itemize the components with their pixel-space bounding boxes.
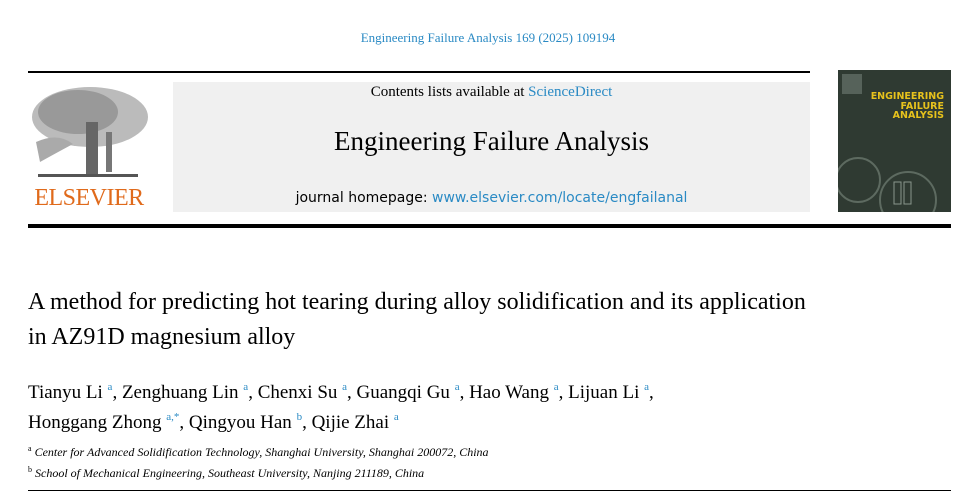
affiliation-label: a bbox=[28, 444, 32, 453]
divider bbox=[28, 224, 951, 228]
author-name: Honggang Zhong bbox=[28, 412, 162, 433]
author-name: Qingyou Han bbox=[188, 412, 292, 433]
affiliation-marker[interactable]: a bbox=[454, 381, 460, 393]
journal-name: Engineering Failure Analysis bbox=[334, 126, 649, 156]
divider bbox=[28, 71, 810, 73]
author[interactable]: Hao Wang a bbox=[469, 381, 559, 403]
article-title: A method for predicting hot tearing duri… bbox=[28, 289, 806, 350]
elsevier-mini-logo-icon bbox=[842, 74, 862, 94]
cover-title: ENGINEERING FAILURE ANALYSIS bbox=[864, 92, 944, 121]
author[interactable]: Zenghuang Lin a bbox=[121, 381, 249, 403]
author-name: Chenxi Su bbox=[257, 382, 338, 403]
machinery-illustration-icon bbox=[838, 157, 937, 212]
author[interactable]: Guangqi Gu a bbox=[356, 381, 460, 403]
cover-title-line: FAILURE bbox=[900, 100, 944, 112]
journal-citation[interactable]: Engineering Failure Analysis 169 (2025) … bbox=[360, 30, 616, 45]
affiliation-marker[interactable]: b bbox=[296, 411, 303, 423]
author-name: Qijie Zhai bbox=[311, 412, 390, 433]
contents-line: Contents lists available at ScienceDirec… bbox=[173, 84, 810, 101]
affiliation-marker[interactable]: a bbox=[393, 411, 399, 423]
affiliations: a Center for Advanced Solidification Tec… bbox=[28, 440, 828, 482]
author-name: Guangqi Gu bbox=[356, 382, 450, 403]
affiliation-marker[interactable]: a bbox=[553, 381, 559, 393]
affiliation: b School of Mechanical Engineering, Sout… bbox=[28, 461, 828, 482]
author[interactable]: Chenxi Su a bbox=[257, 381, 348, 403]
author-name: Hao Wang bbox=[469, 382, 549, 403]
author-list: Tianyu Li a, Zenghuang Lin a, Chenxi Su … bbox=[28, 381, 654, 433]
journal-cover-image[interactable]: ENGINEERING FAILURE ANALYSIS bbox=[838, 70, 951, 212]
contents-prefix: Contents lists available at bbox=[370, 84, 529, 100]
tree-icon bbox=[32, 87, 148, 177]
author[interactable]: Honggang Zhong a,* bbox=[28, 411, 180, 433]
author-name: Lijuan Li bbox=[568, 382, 640, 403]
author[interactable]: Tianyu Li a bbox=[28, 381, 113, 403]
homepage-line: journal homepage: www.elsevier.com/locat… bbox=[173, 190, 810, 206]
elsevier-logo[interactable]: ELSEVIER bbox=[28, 82, 150, 212]
author-name: Tianyu Li bbox=[28, 382, 103, 403]
author[interactable]: Qingyou Han b bbox=[188, 411, 303, 433]
affiliation-marker[interactable]: a bbox=[342, 381, 348, 393]
affiliation-marker[interactable]: a,* bbox=[166, 411, 180, 423]
homepage-prefix: journal homepage: bbox=[295, 190, 433, 206]
homepage-link[interactable]: www.elsevier.com/locate/engfailanal bbox=[432, 190, 688, 206]
affiliation-marker[interactable]: a bbox=[107, 381, 113, 393]
affiliation-text: School of Mechanical Engineering, Southe… bbox=[35, 466, 425, 480]
author[interactable]: Qijie Zhai a bbox=[311, 411, 399, 433]
author-name: Zenghuang Lin bbox=[121, 382, 239, 403]
elsevier-wordmark: ELSEVIER bbox=[34, 185, 144, 211]
author[interactable]: Lijuan Li a bbox=[568, 381, 649, 403]
cover-title-line: ANALYSIS bbox=[892, 110, 944, 121]
affiliation-label: b bbox=[28, 465, 32, 474]
affiliation-marker[interactable]: a bbox=[644, 381, 649, 393]
journal-banner: Contents lists available at ScienceDirec… bbox=[173, 82, 810, 212]
divider bbox=[28, 490, 951, 491]
affiliation: a Center for Advanced Solidification Tec… bbox=[28, 440, 828, 461]
affiliation-marker[interactable]: a bbox=[243, 381, 249, 393]
affiliation-text: Center for Advanced Solidification Techn… bbox=[34, 445, 489, 459]
cover-title-line: ENGINEERING bbox=[870, 91, 944, 102]
sciencedirect-link[interactable]: ScienceDirect bbox=[528, 84, 613, 100]
